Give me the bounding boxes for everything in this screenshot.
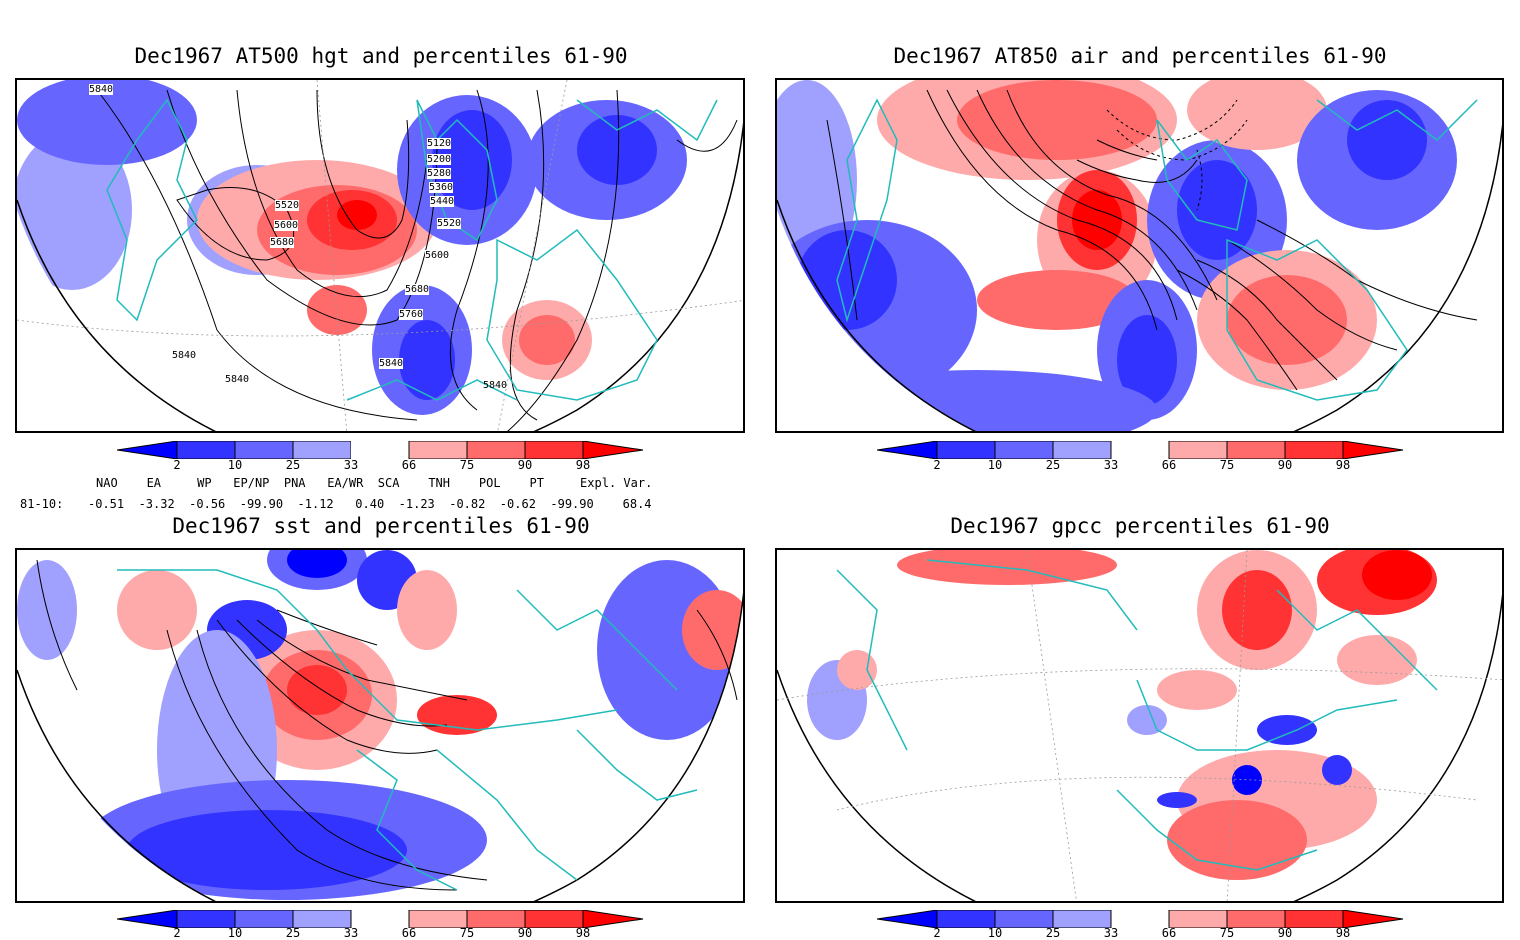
anomaly-blob [17,130,132,290]
contour-label: 5280 [427,168,452,179]
contour-label: 5840 [225,374,250,385]
map-panel-gpcc [775,548,1504,903]
colorbar-labels-gpcc: 2 10 25 33 66 75 90 98 [933,926,1351,940]
contour-label: 5360 [429,182,454,193]
colorbar-sst [117,910,644,928]
map-hgt500 [17,80,743,431]
colorbar-hgt500 [117,441,644,459]
contour-label: 5600 [274,220,299,231]
colorbar-air850 [877,441,1404,459]
panel-title-hgt500: Dec1967 AT500 hgt and percentiles 61-90 [134,44,628,68]
contour-label: 5840 [379,358,404,369]
map-gpcc [777,550,1502,901]
colorbar-labels-air850: 2 10 25 33 66 75 90 98 [933,458,1351,472]
map-panel-hgt500: 5840 5120 5200 5280 5360 5440 5520 5520 … [15,78,745,433]
contour-label: 5680 [270,237,295,248]
panel-title-sst: Dec1967 sst and percentiles 61-90 [172,514,590,538]
contour-label: 5680 [405,284,430,295]
contour-label: 5840 [89,84,114,95]
colorbar-labels-hgt500: 2 10 25 33 66 75 90 98 [173,458,591,472]
anomaly-blob [17,80,197,165]
contour-label: 5760 [399,309,424,320]
indices-values: -0.51 -3.32 -0.56 -99.90 -1.12 0.40 -1.2… [88,497,652,511]
contour-label: 5600 [425,250,450,261]
map-air850 [777,80,1502,431]
contour-label: 5440 [430,196,455,207]
panel-title-air850: Dec1967 AT850 air and percentiles 61-90 [893,44,1387,68]
contour-label: 5840 [483,380,508,391]
contour-label: 5520 [275,200,300,211]
contour-label: 5520 [437,218,462,229]
contour-label: 5120 [427,138,452,149]
panel-title-gpcc: Dec1967 gpcc percentiles 61-90 [950,514,1330,538]
indices-row-label: 81-10: [20,497,64,511]
colorbar-labels-sst: 2 10 25 33 66 75 90 98 [173,926,591,940]
contour-label: 5200 [427,154,452,165]
colorbar-gpcc [877,910,1404,928]
map-sst [17,550,743,901]
map-panel-air850 [775,78,1504,433]
map-panel-sst [15,548,745,903]
indices-header: NAO EA WP EP/NP PNA EA/WR SCA TNH POL PT… [96,476,653,490]
contour-label: 5840 [172,350,197,361]
